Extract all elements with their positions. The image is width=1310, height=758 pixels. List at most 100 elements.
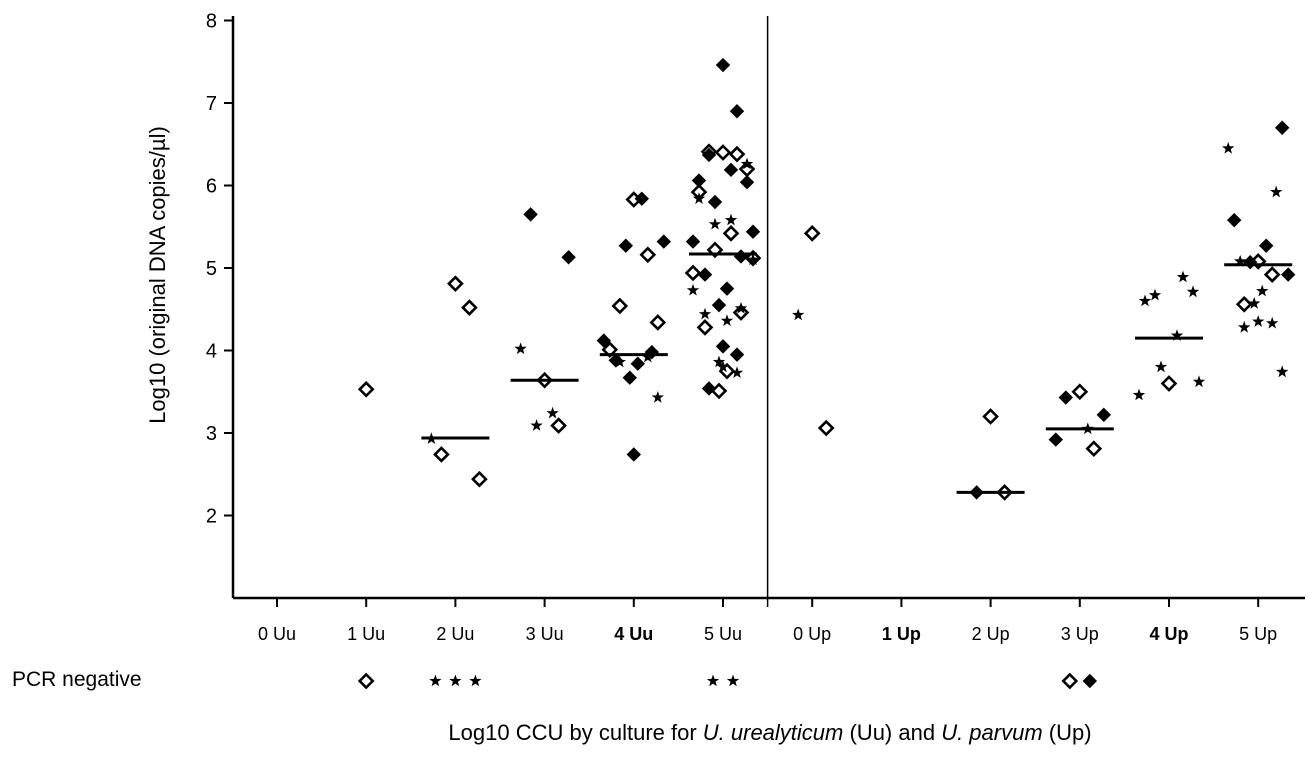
data-point-filled-diamond xyxy=(618,238,634,253)
data-point-filled-diamond xyxy=(1058,390,1074,405)
data-point-open-diamond xyxy=(611,297,629,315)
data-point-star xyxy=(692,192,706,204)
data-point-filled-diamond xyxy=(729,104,745,119)
data-point-open-diamond xyxy=(461,299,478,316)
data-point-star xyxy=(740,157,754,170)
data-point-open-diamond xyxy=(1263,266,1281,283)
data-point-star xyxy=(708,217,722,230)
data-point-open-diamond xyxy=(1085,440,1103,458)
data-point-open-diamond xyxy=(649,314,667,331)
data-point-star xyxy=(792,308,805,321)
data-point-star xyxy=(1132,388,1146,401)
x-tick-label: 2 Up xyxy=(972,624,1010,644)
pcr-negative-marker xyxy=(706,674,720,687)
data-point-star xyxy=(1252,315,1265,327)
data-point-filled-diamond xyxy=(715,339,731,354)
pcr-negative-marker xyxy=(1082,673,1098,689)
data-point-star xyxy=(698,307,712,320)
data-point-open-diamond xyxy=(714,144,732,161)
data-point-open-diamond xyxy=(722,225,740,242)
data-point-open-diamond xyxy=(471,470,488,488)
data-point-star xyxy=(641,350,654,363)
data-point-filled-diamond xyxy=(739,174,755,190)
x-tick-label: 0 Up xyxy=(793,624,831,644)
x-tick-label: 4 Uu xyxy=(614,624,653,644)
data-point-star xyxy=(720,314,734,327)
y-tick-label: 7 xyxy=(206,93,217,115)
data-point-filled-diamond xyxy=(622,370,638,385)
pcr-negative-label: PCR negative xyxy=(12,668,142,691)
data-point-filled-diamond xyxy=(733,249,749,264)
y-tick-label: 4 xyxy=(206,341,217,363)
data-point-open-diamond xyxy=(550,417,567,434)
data-point-star xyxy=(712,355,726,368)
y-tick-label: 3 xyxy=(206,423,217,445)
x-tick-label: 4 Up xyxy=(1149,624,1188,644)
data-point-filled-diamond xyxy=(691,173,707,188)
x-title-suffix: (Up) xyxy=(1042,720,1092,745)
data-point-filled-diamond xyxy=(656,234,672,249)
data-point-star xyxy=(1192,375,1206,388)
data-point-star xyxy=(1222,141,1235,154)
data-point-star xyxy=(546,406,559,419)
data-point-open-diamond xyxy=(601,341,619,359)
data-point-open-diamond xyxy=(803,225,821,242)
data-point-open-diamond xyxy=(447,275,464,293)
data-point-filled-diamond xyxy=(729,347,745,362)
data-point-star xyxy=(1148,288,1162,301)
data-point-star xyxy=(1176,270,1190,283)
data-point-filled-diamond xyxy=(723,162,739,178)
pcr-negative-marker xyxy=(469,674,482,687)
data-point-open-diamond xyxy=(357,380,375,398)
data-point-star xyxy=(530,419,543,431)
data-point-star xyxy=(1186,285,1200,298)
data-point-star xyxy=(651,391,664,403)
y-axis-label: Log10 (original DNA copies/µl) xyxy=(145,126,170,424)
data-point-star xyxy=(1248,297,1261,309)
x-title-species1: U. urealyticum xyxy=(702,720,844,745)
y-tick-label: 5 xyxy=(206,258,217,280)
data-point-star xyxy=(730,366,744,378)
y-tick-label: 2 xyxy=(206,506,217,528)
data-point-open-diamond xyxy=(728,145,746,163)
data-point-open-diamond xyxy=(982,408,999,425)
data-point-star xyxy=(1138,294,1152,307)
x-tick-label: 3 Up xyxy=(1061,624,1099,644)
data-point-open-diamond xyxy=(684,264,702,282)
data-point-star xyxy=(1270,185,1283,198)
data-point-filled-diamond xyxy=(596,333,612,348)
data-point-star xyxy=(746,253,760,265)
x-tick-label: 1 Uu xyxy=(347,624,385,644)
data-point-star xyxy=(613,355,626,368)
x-tick-label: 2 Uu xyxy=(436,624,474,644)
data-point-filled-diamond xyxy=(1258,238,1274,253)
pcr-negative-marker xyxy=(726,674,740,687)
data-point-filled-diamond xyxy=(626,447,642,462)
y-tick-label: 8 xyxy=(206,11,217,33)
data-point-filled-diamond xyxy=(561,250,576,265)
data-point-star xyxy=(1234,254,1247,267)
data-point-filled-diamond xyxy=(707,194,723,210)
data-point-filled-diamond xyxy=(711,297,727,313)
pcr-negative-marker xyxy=(1061,672,1079,690)
x-title-prefix: Log10 CCU by culture for xyxy=(448,720,703,745)
data-point-filled-diamond xyxy=(697,267,713,282)
x-title-species2: U. parvum xyxy=(941,720,1043,745)
x-axis-title: Log10 CCU by culture for U. urealyticum … xyxy=(448,720,1091,746)
x-tick-label: 0 Uu xyxy=(258,624,296,644)
data-point-open-diamond xyxy=(710,382,728,400)
data-point-filled-diamond xyxy=(745,224,761,239)
data-point-filled-diamond xyxy=(1274,120,1290,135)
data-point-star xyxy=(514,342,527,355)
data-point-star xyxy=(724,213,738,226)
x-title-mid: (Uu) and xyxy=(843,720,942,745)
data-point-star xyxy=(734,301,748,314)
data-point-filled-diamond xyxy=(1280,267,1296,282)
data-point-open-diamond xyxy=(1160,375,1178,392)
x-tick-label: 1 Up xyxy=(882,624,921,644)
x-tick-label: 5 Up xyxy=(1239,624,1277,644)
data-point-star xyxy=(1238,320,1251,333)
x-tick-label: 5 Uu xyxy=(704,624,742,644)
data-point-filled-diamond xyxy=(715,57,731,73)
